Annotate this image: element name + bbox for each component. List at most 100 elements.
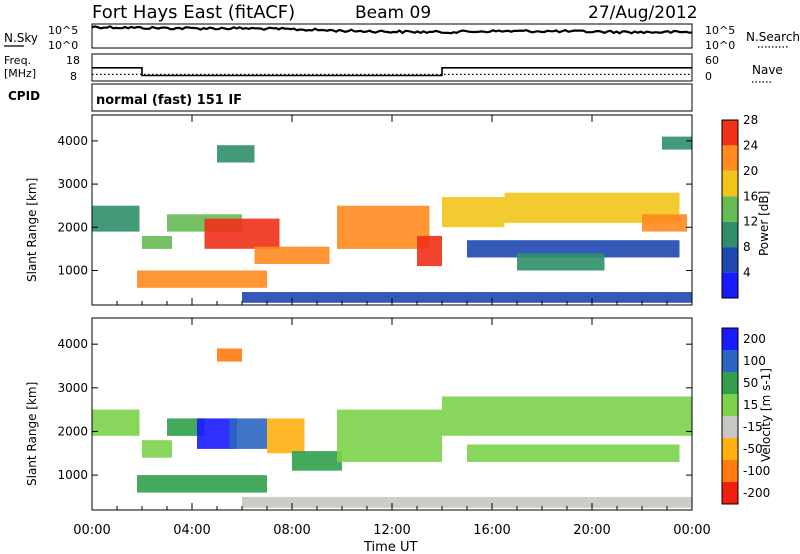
nave-tick-top: 60 [705, 54, 719, 67]
velocity-colorbar-swatch [722, 482, 738, 504]
xtick-label: 04:00 [173, 523, 210, 538]
cpid-label: CPID [8, 89, 40, 103]
ytick-label: 2000 [57, 424, 88, 438]
power-marks-region-12 [517, 253, 605, 271]
power-marks-region-0 [92, 205, 140, 232]
cpid-frame [91, 83, 693, 112]
ytick-label: 1000 [57, 263, 88, 277]
vel-marks-region-4 [229, 418, 267, 449]
date-label: 27/Aug/2012 [588, 3, 698, 23]
velocity-y-ticks: 1000 2000 3000 4000 [57, 337, 692, 482]
vel-marks-region-0 [92, 409, 140, 436]
power-marks-region-8 [442, 197, 505, 228]
cpid-value: normal (fast) 151 IF [96, 93, 242, 108]
time-axis: 00:00 04:00 08:00 12:00 16:00 20:00 00:00 [73, 115, 711, 538]
power-marks-region-13 [662, 136, 692, 150]
velocity-colorbar-swatch [722, 328, 738, 350]
nsky-line [91, 25, 693, 35]
velocity-colorbar-tick: 200 [743, 332, 766, 346]
vel-marks-region-12 [242, 496, 692, 508]
xtick-label: 08:00 [273, 523, 310, 538]
power-marks-region-14 [217, 145, 255, 163]
velocity-colorbar-swatch [722, 416, 738, 438]
power-colorbar-tick: 20 [743, 164, 758, 178]
power-colorbar-tick: 12 [743, 215, 758, 229]
power-marks-region-10 [642, 214, 687, 232]
cpid-panel: CPID normal (fast) 151 IF [8, 83, 693, 112]
velocity-colorbar-tick: 50 [743, 376, 758, 390]
beam-label: Beam 09 [355, 3, 431, 23]
nsky-tick-top: 10^5 [48, 24, 78, 37]
power-colorbar-tick: 28 [743, 113, 758, 127]
vel-marks-region-9 [442, 396, 692, 436]
power-colorbar-swatch [722, 272, 738, 298]
frequency-panel: Freq. [MHz] 18 8 60 0 Nave [4, 53, 783, 83]
noise-frame [91, 23, 693, 49]
power-colorbar-swatch [722, 170, 738, 197]
power-colorbar: 4 8 12 16 20 24 28 [721, 113, 758, 299]
power-colorbar-tick: 4 [743, 266, 751, 280]
vel-marks-region-8 [337, 409, 442, 462]
xtick-label: 20:00 [573, 523, 610, 538]
power-marks-region-6 [337, 205, 430, 249]
vel-marks-region-2 [167, 418, 205, 436]
power-colorbar-swatch [722, 120, 738, 146]
ytick-label: 1000 [57, 468, 88, 482]
vel-marks-region-1 [142, 440, 172, 458]
power-colorbar-tick: 16 [743, 189, 758, 203]
power-ylabel: Slant Range [km] [25, 178, 39, 282]
power-panel: 1000 2000 3000 4000 Slant Range [km] 4 8 12 16… [25, 113, 771, 306]
freq-tick-bottom: 8 [70, 70, 77, 83]
noise-panel: N.Sky 10^5 10^0 10^5 10^0 N.Search [4, 23, 800, 52]
ytick-label: 2000 [57, 220, 88, 234]
ytick-label: 4000 [57, 134, 88, 148]
noise-trace [91, 25, 693, 35]
freq-unit: [MHz] [4, 67, 36, 80]
velocity-colorbar-label: Velocity [m s-1] [759, 368, 773, 462]
velocity-ylabel: Slant Range [km] [25, 382, 39, 486]
freq-tick-top: 18 [66, 54, 80, 67]
velocity-colorbar-tick: 100 [743, 354, 766, 368]
velocity-colorbar-tick: 15 [743, 398, 758, 412]
velocity-colorbar-frame [721, 327, 739, 505]
nave-label: Nave [752, 63, 783, 77]
velocity-panel: 1000 2000 3000 4000 Slant Range [km] 200 100… [25, 317, 773, 511]
power-heatmap [92, 136, 692, 303]
nsearch-tick-top: 10^5 [705, 24, 735, 37]
ytick-label: 4000 [57, 337, 88, 351]
power-marks-region-1 [142, 235, 172, 249]
power-marks-region-11 [467, 240, 680, 258]
frequency-trace [92, 67, 692, 77]
power-marks-region-5 [137, 270, 267, 288]
xtick-label: 16:00 [473, 523, 510, 538]
nave-tick-bottom: 0 [705, 70, 712, 83]
vel-marks-region-6 [292, 451, 342, 471]
vel-marks-region-7 [137, 475, 267, 493]
nsearch-label: N.Search [746, 30, 800, 44]
velocity-colorbar-tick: -15 [743, 420, 763, 434]
power-colorbar-swatch [722, 196, 738, 222]
xtick-label: 12:00 [373, 523, 410, 538]
power-colorbar-swatch [722, 221, 738, 248]
power-marks-region-15 [242, 292, 692, 303]
ytick-label: 3000 [57, 381, 88, 395]
velocity-colorbar-swatch [722, 460, 738, 482]
velocity-colorbar-tick: -50 [743, 442, 763, 456]
power-y-ticks: 1000 2000 3000 4000 [57, 134, 692, 277]
xtick-label: 00:00 [73, 523, 110, 538]
xtick-label: 00:00 [673, 523, 710, 538]
power-colorbar-swatch [722, 145, 738, 171]
power-colorbar-frame [721, 119, 739, 299]
nsky-label: N.Sky [4, 31, 38, 45]
power-marks-region-7 [417, 235, 442, 267]
velocity-heatmap [92, 348, 692, 508]
vel-marks-region-5 [267, 418, 305, 454]
velocity-colorbar-swatch [722, 372, 738, 394]
power-colorbar-swatch [722, 247, 738, 273]
power-colorbar-tick: 24 [743, 138, 758, 152]
power-marks-region-4 [254, 246, 330, 264]
velocity-colorbar-tick: -200 [743, 486, 770, 500]
velocity-colorbar-swatch [722, 394, 738, 416]
velocity-colorbar-swatch [722, 438, 738, 460]
